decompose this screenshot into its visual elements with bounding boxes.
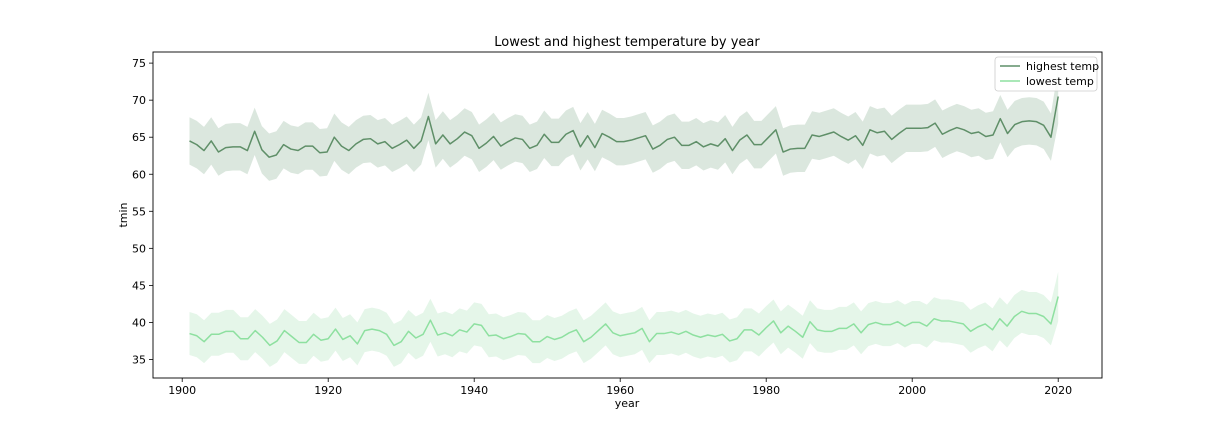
plot-frame — [152, 51, 1103, 379]
y-tick-label: 60 — [132, 168, 146, 181]
x-tick-label: 2000 — [898, 384, 926, 397]
x-tick-label: 1980 — [752, 384, 780, 397]
y-tick-label: 40 — [132, 316, 146, 329]
x-tick-label: 1940 — [460, 384, 488, 397]
y-tick-label: 50 — [132, 242, 146, 255]
series-band-1 — [189, 271, 1059, 367]
series-line-1 — [189, 296, 1059, 347]
y-axis-label: tmin — [117, 202, 130, 227]
x-tick-label: 1960 — [606, 384, 634, 397]
y-tick-label: 45 — [132, 279, 146, 292]
series-lines — [189, 96, 1059, 347]
x-axis-label: year — [615, 397, 640, 410]
legend: highest temp lowest temp — [994, 56, 1099, 92]
y-tick-label: 55 — [132, 205, 146, 218]
series-band-0 — [189, 69, 1059, 181]
x-axis: 1900 1920 1940 1960 1980 2000 2020 — [168, 378, 1072, 397]
y-tick-label: 35 — [132, 353, 146, 366]
x-tick-label: 2020 — [1044, 384, 1072, 397]
y-tick-label: 65 — [132, 131, 146, 144]
x-tick-label: 1920 — [314, 384, 342, 397]
series-line-0 — [189, 96, 1059, 158]
chart-title: Lowest and highest temperature by year — [494, 35, 760, 50]
y-tick-label: 70 — [132, 94, 146, 107]
y-axis: 35 40 45 50 55 60 65 70 75 — [132, 57, 153, 366]
legend-label: lowest temp — [1026, 75, 1094, 88]
confidence-bands — [189, 69, 1059, 367]
x-tick-label: 1900 — [168, 384, 196, 397]
legend-label: highest temp — [1026, 60, 1099, 73]
legend-box — [994, 56, 1098, 92]
y-tick-label: 75 — [132, 57, 146, 70]
